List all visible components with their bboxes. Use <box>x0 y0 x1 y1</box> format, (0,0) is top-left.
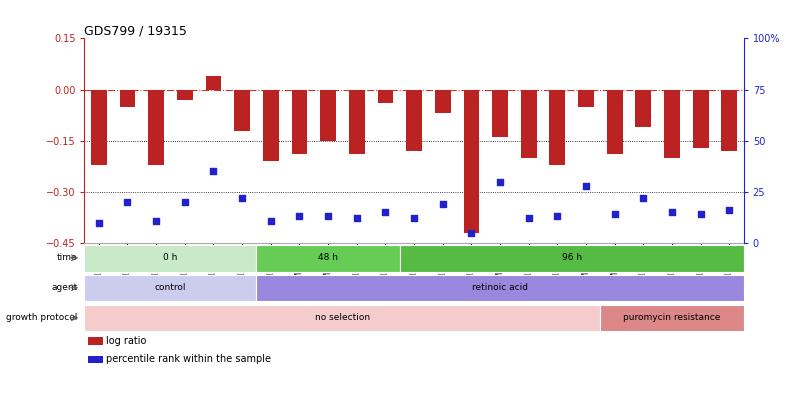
Bar <box>256 245 399 271</box>
Bar <box>548 90 565 164</box>
Point <box>120 199 133 205</box>
Bar <box>320 90 336 141</box>
Point <box>493 178 506 185</box>
Bar <box>84 305 600 331</box>
Bar <box>600 305 743 331</box>
Bar <box>91 90 107 164</box>
Text: growth protocol: growth protocol <box>6 313 78 322</box>
Point <box>92 220 105 226</box>
Text: no selection: no selection <box>315 313 369 322</box>
Bar <box>663 90 679 158</box>
Text: agent: agent <box>51 283 78 292</box>
Point <box>579 183 592 189</box>
Bar <box>349 90 364 154</box>
Bar <box>399 245 743 271</box>
Point <box>550 213 563 220</box>
Point <box>722 207 735 213</box>
Point <box>608 211 621 217</box>
Point <box>321 213 334 220</box>
Bar <box>634 90 650 127</box>
Text: 0 h: 0 h <box>163 253 177 262</box>
Point <box>235 195 248 201</box>
Bar <box>491 90 507 137</box>
Bar <box>720 90 736 151</box>
Point <box>665 209 678 215</box>
Text: log ratio: log ratio <box>106 336 146 346</box>
Bar <box>177 90 193 100</box>
Bar <box>606 90 622 154</box>
Point <box>206 168 219 175</box>
Text: GDS799 / 19315: GDS799 / 19315 <box>84 24 187 37</box>
Text: puromycin resistance: puromycin resistance <box>622 313 719 322</box>
Bar <box>84 275 256 301</box>
Bar <box>256 275 743 301</box>
Point <box>350 215 363 222</box>
Bar <box>406 90 422 151</box>
Point <box>178 199 191 205</box>
Bar <box>577 90 593 107</box>
Point <box>264 217 277 224</box>
Bar <box>84 245 256 271</box>
Point <box>636 195 649 201</box>
Text: percentile rank within the sample: percentile rank within the sample <box>106 354 271 364</box>
Point <box>522 215 535 222</box>
Bar <box>206 76 221 90</box>
Point <box>464 230 477 236</box>
Text: 48 h: 48 h <box>318 253 337 262</box>
Point <box>292 213 305 220</box>
Point <box>694 211 707 217</box>
Bar <box>148 90 164 164</box>
Bar <box>434 90 450 113</box>
Bar <box>377 90 393 103</box>
Bar <box>263 90 279 161</box>
Bar <box>234 90 250 130</box>
Text: time: time <box>57 253 78 262</box>
Point <box>378 209 391 215</box>
Bar <box>291 90 307 154</box>
Point <box>407 215 420 222</box>
Point <box>436 201 449 207</box>
Point <box>149 217 162 224</box>
Text: 96 h: 96 h <box>561 253 581 262</box>
Bar <box>463 90 479 233</box>
Bar <box>692 90 707 147</box>
Text: control: control <box>154 283 186 292</box>
Bar <box>520 90 536 158</box>
Bar <box>120 90 135 107</box>
Text: retinoic acid: retinoic acid <box>471 283 528 292</box>
